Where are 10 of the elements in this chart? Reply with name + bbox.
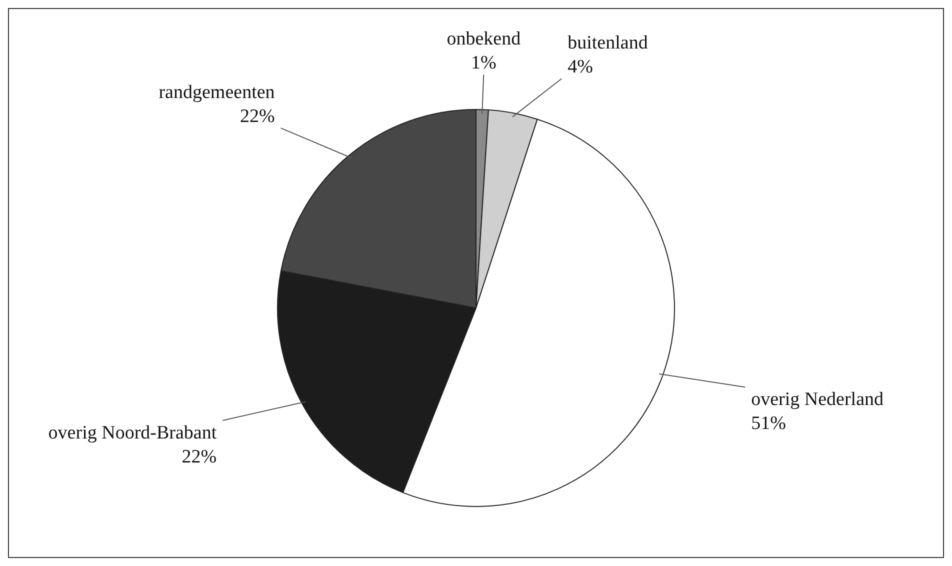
slice-label: randgemeenten <box>158 82 276 104</box>
data-label: 22% <box>240 106 275 128</box>
slice-label: overig Noord-Brabant <box>48 422 218 444</box>
slice-label: overig Nederland <box>751 389 884 410</box>
data-label: 51% <box>751 413 786 434</box>
data-label: 1% <box>470 52 496 74</box>
slice-label: onbekend <box>446 28 522 50</box>
data-label: 4% <box>568 56 594 78</box>
data-label: 22% <box>182 446 217 468</box>
slice-label: buitenland <box>568 32 648 54</box>
